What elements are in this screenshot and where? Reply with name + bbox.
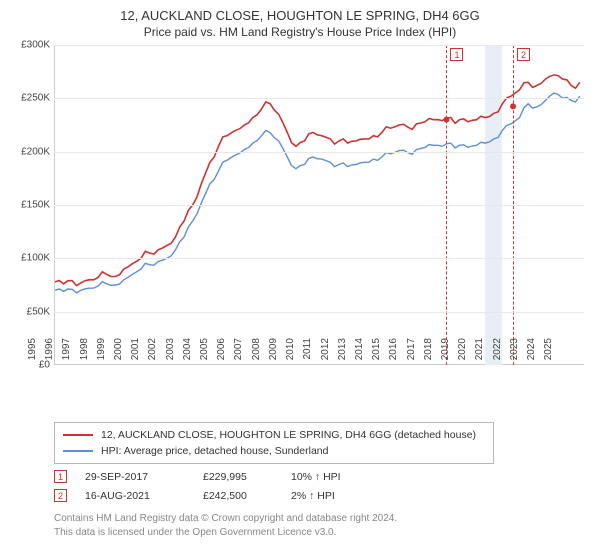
transaction-relative: 2% ↑ HPI xyxy=(291,490,371,502)
x-tick-label: 2021 xyxy=(474,338,485,368)
sale-marker-badge: 2 xyxy=(517,48,530,61)
y-tick-label: £150K xyxy=(12,200,50,211)
transaction-relative: 10% ↑ HPI xyxy=(291,471,371,483)
footer: Contains HM Land Registry data © Crown c… xyxy=(54,512,588,539)
x-tick-label: 2000 xyxy=(113,338,124,368)
transactions: 1 29-SEP-2017 £229,995 10% ↑ HPI 2 16-AUG-202… xyxy=(12,470,588,502)
x-tick-label: 2025 xyxy=(543,338,554,368)
x-tick-label: 2011 xyxy=(302,338,313,368)
chart-area: 12 £0£50K£100K£150K£200K£250K£300K199519… xyxy=(12,45,588,390)
legend-swatch xyxy=(63,434,93,436)
legend-label: HPI: Average price, detached house, Sund… xyxy=(101,445,328,457)
footer-line2: This data is licensed under the Open Gov… xyxy=(54,526,588,540)
chart-title: 12, AUCKLAND CLOSE, HOUGHTON LE SPRING, … xyxy=(12,8,588,23)
legend-row: 12, AUCKLAND CLOSE, HOUGHTON LE SPRING, … xyxy=(63,427,485,443)
x-tick-label: 2019 xyxy=(440,338,451,368)
y-gridline xyxy=(54,205,584,206)
x-tick-label: 2009 xyxy=(268,338,279,368)
footer-line1: Contains HM Land Registry data © Crown c… xyxy=(54,512,588,526)
y-tick-label: £50K xyxy=(12,306,50,317)
y-gridline xyxy=(54,98,584,99)
x-tick-label: 2013 xyxy=(337,338,348,368)
x-tick-label: 2002 xyxy=(147,338,158,368)
transaction-date: 29-SEP-2017 xyxy=(85,471,185,483)
x-tick-label: 2018 xyxy=(423,338,434,368)
sale-marker-badge: 1 xyxy=(450,48,463,61)
x-tick-label: 2012 xyxy=(320,338,331,368)
x-tick-label: 2003 xyxy=(165,338,176,368)
x-tick-label: 2017 xyxy=(406,338,417,368)
transaction-row: 2 16-AUG-2021 £242,500 2% ↑ HPI xyxy=(54,489,588,502)
x-tick-label: 1995 xyxy=(27,338,38,368)
y-tick-label: £250K xyxy=(12,93,50,104)
x-tick-label: 2010 xyxy=(285,338,296,368)
transaction-price: £229,995 xyxy=(203,471,273,483)
y-gridline xyxy=(54,45,584,46)
x-tick-label: 2020 xyxy=(457,338,468,368)
transaction-badge: 2 xyxy=(54,489,67,502)
x-tick-label: 2014 xyxy=(354,338,365,368)
x-tick-label: 2001 xyxy=(130,338,141,368)
legend-row: HPI: Average price, detached house, Sund… xyxy=(63,443,485,459)
x-tick-label: 1996 xyxy=(44,338,55,368)
x-tick-label: 2015 xyxy=(371,338,382,368)
x-tick-label: 2016 xyxy=(388,338,399,368)
x-tick-label: 1999 xyxy=(96,338,107,368)
x-tick-label: 2006 xyxy=(216,338,227,368)
x-tick-label: 2023 xyxy=(509,338,520,368)
x-tick-label: 1997 xyxy=(61,338,72,368)
x-tick-label: 1998 xyxy=(79,338,90,368)
transaction-date: 16-AUG-2021 xyxy=(85,490,185,502)
x-tick-label: 2004 xyxy=(182,338,193,368)
y-tick-label: £100K xyxy=(12,253,50,264)
transaction-price: £242,500 xyxy=(203,490,273,502)
y-gridline xyxy=(54,258,584,259)
x-tick-label: 2005 xyxy=(199,338,210,368)
y-tick-label: £300K xyxy=(12,40,50,51)
y-gridline xyxy=(54,312,584,313)
legend: 12, AUCKLAND CLOSE, HOUGHTON LE SPRING, … xyxy=(54,422,494,464)
y-gridline xyxy=(54,152,584,153)
legend-label: 12, AUCKLAND CLOSE, HOUGHTON LE SPRING, … xyxy=(101,429,476,441)
series-line xyxy=(55,75,580,286)
legend-swatch xyxy=(63,450,93,452)
x-tick-label: 2007 xyxy=(233,338,244,368)
chart-subtitle: Price paid vs. HM Land Registry's House … xyxy=(12,25,588,39)
x-tick-label: 2022 xyxy=(492,338,503,368)
x-tick-label: 2008 xyxy=(251,338,262,368)
x-tick-label: 2024 xyxy=(526,338,537,368)
y-tick-label: £200K xyxy=(12,146,50,157)
transaction-badge: 1 xyxy=(54,470,67,483)
transaction-row: 1 29-SEP-2017 £229,995 10% ↑ HPI xyxy=(54,470,588,483)
